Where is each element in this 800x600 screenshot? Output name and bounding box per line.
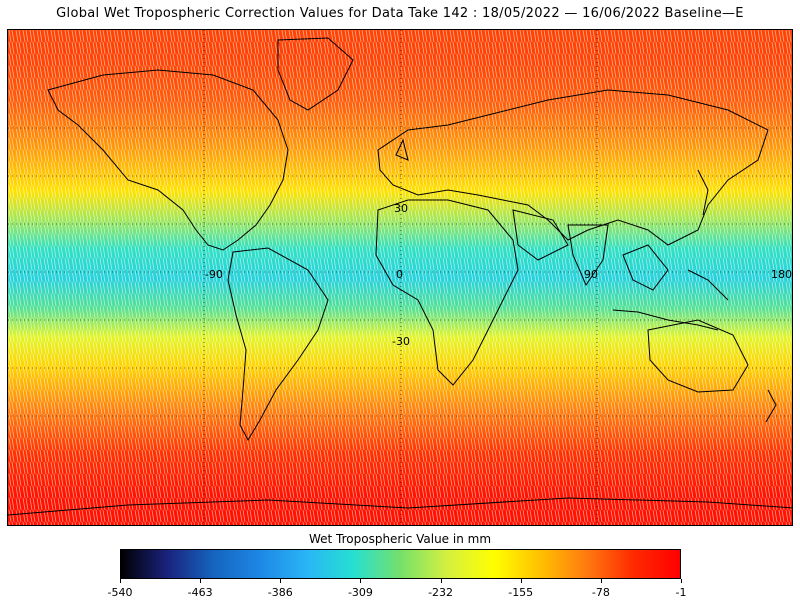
colorbar-tick-mark [120,579,121,583]
coastlines [8,37,792,516]
colorbar-tick-mark [600,579,602,583]
chart-title: Global Wet Tropospheric Correction Value… [56,6,744,21]
colorbar-tick-label: -155 [508,586,534,599]
colorbar [120,549,681,579]
map-canvas [8,30,792,525]
colorbar-title: Wet Tropospheric Value in mm [308,532,492,546]
colorbar-tick-label: -540 [107,586,133,599]
colorbar-tick-label: -1 [675,586,687,599]
longitude-label-neg90: -90 [205,268,223,281]
longitude-label-180: 180 [771,268,792,281]
colorbar-tick-mark [520,579,522,583]
colorbar-tick-label: -309 [347,586,373,599]
colorbar-tick-label: -386 [267,586,293,599]
latitude-label-neg30: -30 [392,335,410,348]
graticule [8,30,792,525]
colorbar-tick-mark [681,579,682,583]
colorbar-tick-label: -78 [591,586,610,599]
longitude-label-90: 90 [584,268,598,281]
colorbar-tick-mark [280,579,282,583]
world-map [7,29,793,526]
track-texture [8,30,792,525]
colorbar-tick-label: -232 [428,586,454,599]
latitude-label-30: 30 [394,202,408,215]
colorbar-tick-label: -463 [187,586,213,599]
colorbar-tick-mark [440,579,442,583]
colorbar-tick-mark [200,579,202,583]
longitude-label-0: 0 [396,268,403,281]
colorbar-tick-mark [360,579,362,583]
